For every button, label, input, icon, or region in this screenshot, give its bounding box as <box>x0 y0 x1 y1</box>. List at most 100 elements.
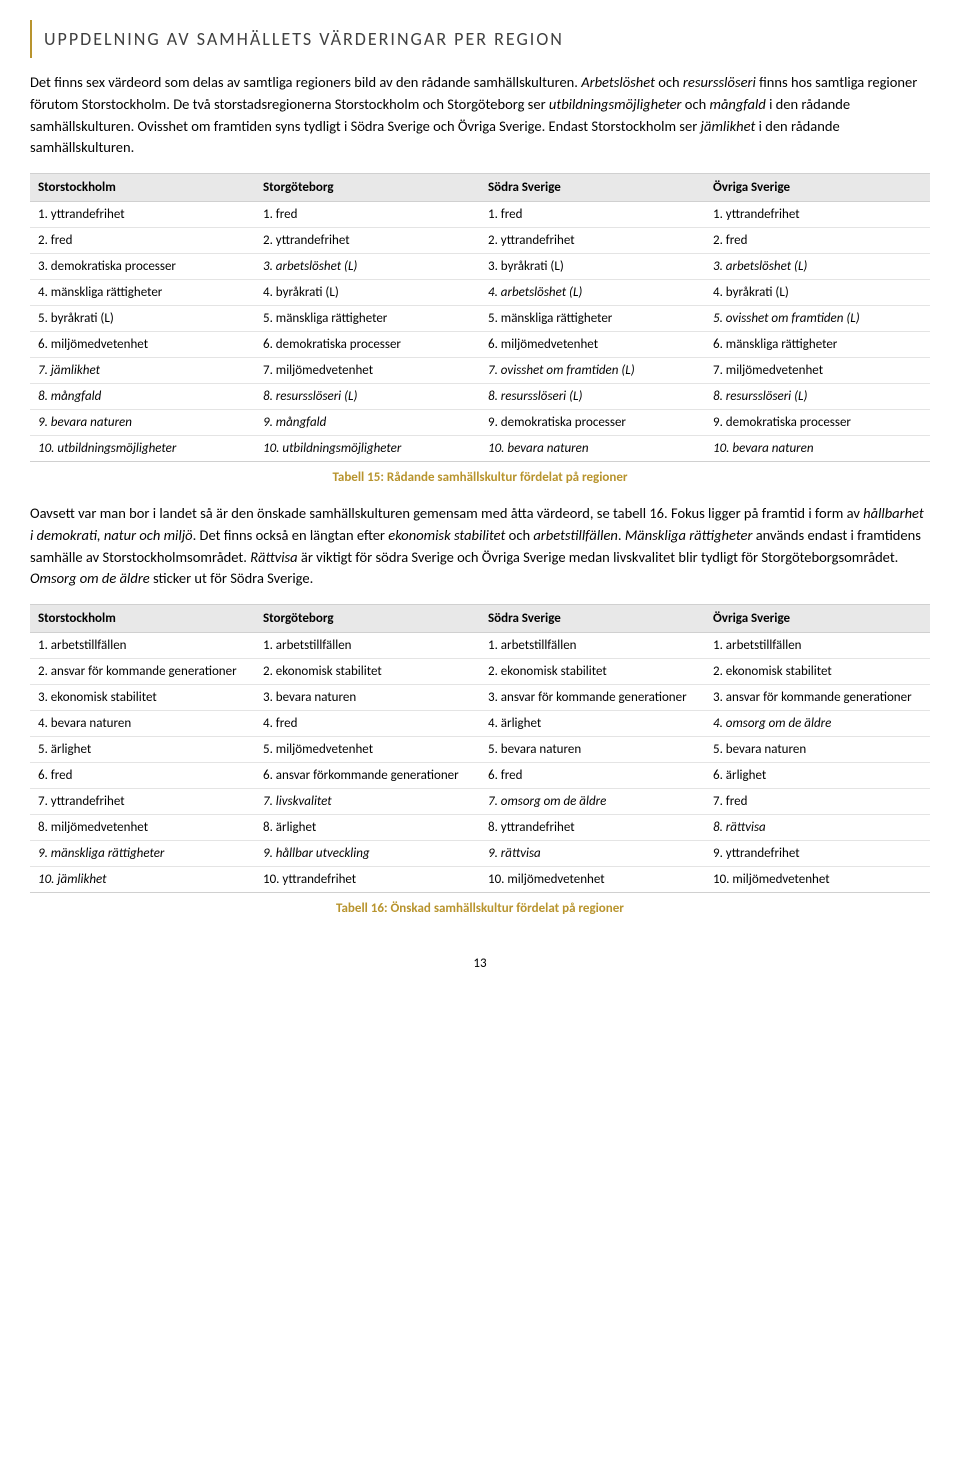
table-row: 6. fred6. ansvar förkommande generatione… <box>30 763 930 789</box>
table-cell: 6. demokratiska processer <box>255 332 480 358</box>
table-row: 1. yttrandefrihet1. fred1. fred1. yttran… <box>30 202 930 228</box>
table-cell: 7. yttrandefrihet <box>30 789 255 815</box>
table-cell: 8. resursslöseri (L) <box>480 384 705 410</box>
table-row: 7. jämlikhet7. miljömedvetenhet7. ovissh… <box>30 358 930 384</box>
table-16-caption: Tabell 16: Önskad samhällskultur fördela… <box>30 901 930 916</box>
table-cell: 4. arbetslöshet (L) <box>480 280 705 306</box>
table-header: Storgöteborg <box>255 605 480 633</box>
table-cell: 10. miljömedvetenhet <box>705 867 930 893</box>
table-row: 8. mångfald8. resursslöseri (L)8. resurs… <box>30 384 930 410</box>
table-cell: 9. yttrandefrihet <box>705 841 930 867</box>
table-cell: 5. bevara naturen <box>480 737 705 763</box>
table-cell: 3. arbetslöshet (L) <box>255 254 480 280</box>
table-header: Storgöteborg <box>255 174 480 202</box>
table-cell: 2. ekonomisk stabilitet <box>705 659 930 685</box>
table-cell: 2. yttrandefrihet <box>480 228 705 254</box>
table-cell: 3. byråkrati (L) <box>480 254 705 280</box>
table-cell: 3. arbetslöshet (L) <box>705 254 930 280</box>
table-cell: 8. resursslöseri (L) <box>705 384 930 410</box>
table-row: 2. ansvar för kommande generationer2. ek… <box>30 659 930 685</box>
table-header: Övriga Sverige <box>705 174 930 202</box>
table-cell: 4. bevara naturen <box>30 711 255 737</box>
table-row: 3. ekonomisk stabilitet3. bevara naturen… <box>30 685 930 711</box>
table-cell: 6. ansvar förkommande generationer <box>255 763 480 789</box>
table-cell: 9. hållbar utveckling <box>255 841 480 867</box>
table-row: 4. mänskliga rättigheter4. byråkrati (L)… <box>30 280 930 306</box>
table-cell: 4. byråkrati (L) <box>255 280 480 306</box>
table-header: Storstockholm <box>30 605 255 633</box>
table-cell: 7. fred <box>705 789 930 815</box>
table-cell: 6. ärlighet <box>705 763 930 789</box>
table-cell: 1. arbetstillfällen <box>480 633 705 659</box>
table-row: 10. jämlikhet10. yttrandefrihet10. miljö… <box>30 867 930 893</box>
intro-paragraph: Det finns sex värdeord som delas av samt… <box>30 72 930 159</box>
table-cell: 7. miljömedvetenhet <box>255 358 480 384</box>
table-cell: 10. yttrandefrihet <box>255 867 480 893</box>
table-cell: 5. ovisshet om framtiden (L) <box>705 306 930 332</box>
table-cell: 6. miljömedvetenhet <box>480 332 705 358</box>
table-cell: 10. bevara naturen <box>480 436 705 462</box>
table-cell: 1. arbetstillfällen <box>30 633 255 659</box>
table-cell: 2. yttrandefrihet <box>255 228 480 254</box>
table-cell: 5. byråkrati (L) <box>30 306 255 332</box>
table-header: Storstockholm <box>30 174 255 202</box>
table-cell: 8. resursslöseri (L) <box>255 384 480 410</box>
table-cell: 10. utbildningsmöjligheter <box>30 436 255 462</box>
table-cell: 10. miljömedvetenhet <box>480 867 705 893</box>
table-cell: 1. fred <box>255 202 480 228</box>
table-row: 9. bevara naturen9. mångfald9. demokrati… <box>30 410 930 436</box>
table-row: 5. ärlighet5. miljömedvetenhet5. bevara … <box>30 737 930 763</box>
table-cell: 4. omsorg om de äldre <box>705 711 930 737</box>
table-cell: 4. mänskliga rättigheter <box>30 280 255 306</box>
table-cell: 7. ovisshet om framtiden (L) <box>480 358 705 384</box>
table-cell: 3. ansvar för kommande generationer <box>480 685 705 711</box>
table-cell: 1. arbetstillfällen <box>255 633 480 659</box>
page-number: 13 <box>30 956 930 971</box>
table-cell: 10. jämlikhet <box>30 867 255 893</box>
section-title-box: UPPDELNING AV SAMHÄLLETS VÄRDERINGAR PER… <box>30 20 930 58</box>
table-cell: 2. fred <box>30 228 255 254</box>
table-15: StorstockholmStorgöteborgSödra SverigeÖv… <box>30 173 930 462</box>
table-row: 3. demokratiska processer3. arbetslöshet… <box>30 254 930 280</box>
table-cell: 2. ekonomisk stabilitet <box>255 659 480 685</box>
table-cell: 8. yttrandefrihet <box>480 815 705 841</box>
table-cell: 1. arbetstillfällen <box>705 633 930 659</box>
table-cell: 2. ekonomisk stabilitet <box>480 659 705 685</box>
table-cell: 8. rättvisa <box>705 815 930 841</box>
table-header: Södra Sverige <box>480 174 705 202</box>
table-row: 9. mänskliga rättigheter9. hållbar utvec… <box>30 841 930 867</box>
between-paragraph: Oavsett var man bor i landet så är den ö… <box>30 503 930 590</box>
table-cell: 7. jämlikhet <box>30 358 255 384</box>
table-cell: 6. mänskliga rättigheter <box>705 332 930 358</box>
table-cell: 9. rättvisa <box>480 841 705 867</box>
table-header: Övriga Sverige <box>705 605 930 633</box>
table-cell: 5. miljömedvetenhet <box>255 737 480 763</box>
table-16: StorstockholmStorgöteborgSödra SverigeÖv… <box>30 604 930 893</box>
table-cell: 9. mångfald <box>255 410 480 436</box>
table-cell: 1. yttrandefrihet <box>30 202 255 228</box>
table-cell: 3. ekonomisk stabilitet <box>30 685 255 711</box>
table-cell: 5. ärlighet <box>30 737 255 763</box>
table-row: 5. byråkrati (L) 5. mänskliga rättigheter… <box>30 306 930 332</box>
table-cell: 7. omsorg om de äldre <box>480 789 705 815</box>
table-cell: 9. bevara naturen <box>30 410 255 436</box>
table-cell: 5. mänskliga rättigheter <box>480 306 705 332</box>
table-cell: 6. fred <box>480 763 705 789</box>
table-15-caption: Tabell 15: Rådande samhällskultur fördel… <box>30 470 930 485</box>
table-cell: 4. ärlighet <box>480 711 705 737</box>
table-cell: 6. miljömedvetenhet <box>30 332 255 358</box>
table-cell: 9. demokratiska processer <box>705 410 930 436</box>
table-row: 6. miljömedvetenhet6. demokratiska proce… <box>30 332 930 358</box>
table-row: 1. arbetstillfällen1. arbetstillfällen1.… <box>30 633 930 659</box>
table-cell: 8. miljömedvetenhet <box>30 815 255 841</box>
table-cell: 9. mänskliga rättigheter <box>30 841 255 867</box>
table-cell: 2. ansvar för kommande generationer <box>30 659 255 685</box>
table-row: 10. utbildningsmöjligheter10. utbildning… <box>30 436 930 462</box>
table-cell: 1. fred <box>480 202 705 228</box>
section-title: UPPDELNING AV SAMHÄLLETS VÄRDERINGAR PER… <box>44 28 918 50</box>
table-cell: 6. fred <box>30 763 255 789</box>
table-cell: 3. ansvar för kommande generationer <box>705 685 930 711</box>
table-row: 2. fred2. yttrandefrihet2. yttrandefrihe… <box>30 228 930 254</box>
table-cell: 8. ärlighet <box>255 815 480 841</box>
table-cell: 9. demokratiska processer <box>480 410 705 436</box>
